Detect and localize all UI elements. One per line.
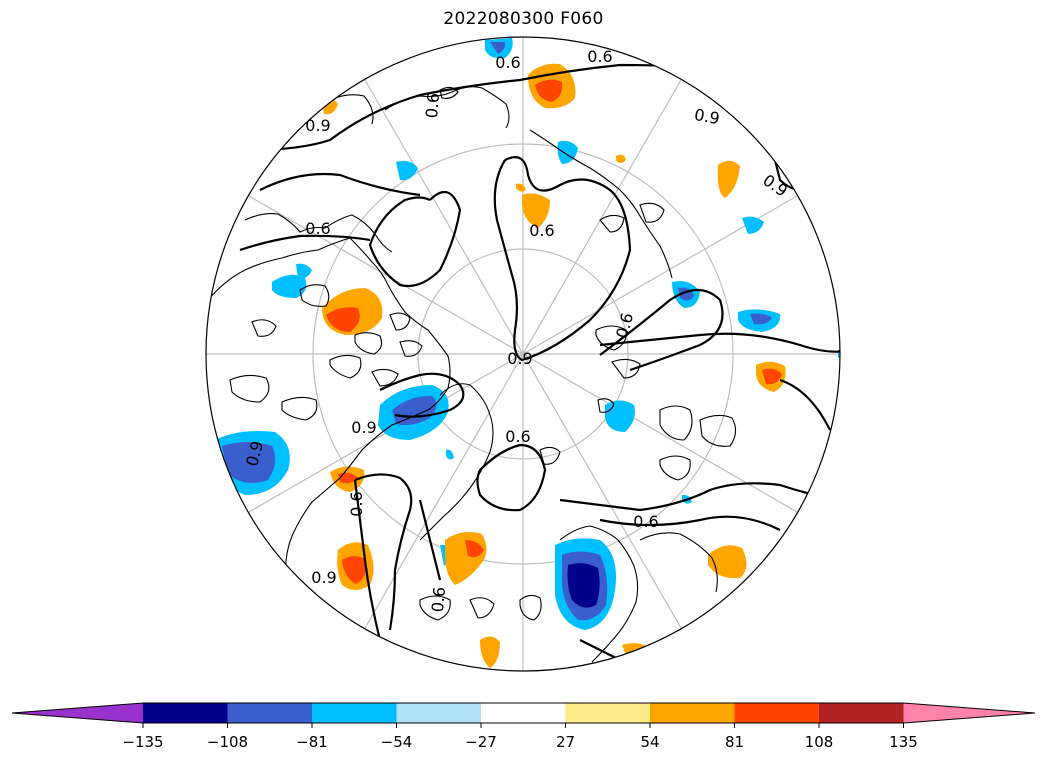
colorbar-tick-label: −27 [465,733,497,751]
map-boundary [205,36,841,672]
colorbar-segment [481,703,566,723]
map-title: 2022080300 F060 [443,9,604,29]
colorbar-segment [650,703,735,723]
colorbar-segment [312,703,397,723]
contour-label: 0.9 [305,116,330,135]
colorbar-over-arrow [903,703,1035,723]
contour-label: 0.9 [507,349,532,368]
colorbar-segment [396,703,482,723]
colorbar-tick-label: 81 [725,733,744,751]
contour-label: 0.9 [311,568,336,587]
map-disk: 0.9 0.6 0.6 0.9 0.6 0.6 0.9 0.9 0.6 0.6 … [206,37,840,671]
colorbar-under-arrow [12,703,143,723]
colorbar-tick-label: −135 [122,733,163,751]
colorbar-tick-label: −54 [381,733,413,751]
contour-label: 0.9 [693,105,721,128]
contour-label: 0.6 [505,427,530,446]
contour-label: 0.6 [428,586,449,613]
contour-label: 0.6 [633,512,658,531]
contour-label: 0.6 [587,47,612,66]
colorbar: −135 −108 −81 −54 −27 27 54 81 108 135 [11,702,1036,751]
contour-label: 0.6 [529,221,554,240]
contour-label: 0.6 [422,92,443,119]
colorbar-tick-label: 54 [640,733,659,751]
contour-labels: 0.9 0.6 0.6 0.9 0.6 0.6 0.9 0.9 0.6 0.6 … [242,47,791,613]
colorbar-segment [819,703,904,723]
colorbar-tick-label: −81 [296,733,328,751]
colorbar-tick-label: −108 [207,733,248,751]
contour-lines [239,59,840,661]
colorbar-segment [143,703,228,723]
colorbar-segment [565,703,651,723]
shaded-anomalies [215,38,840,668]
colorbar-tick-label: 135 [889,733,918,751]
colorbar-tick-label: 27 [556,733,575,751]
colorbar-tick-label: 108 [805,733,834,751]
colorbar-segment [734,703,820,723]
graticule [206,37,840,671]
contour-label: 0.6 [305,219,330,238]
contour-label: 0.6 [495,53,520,72]
contour-label: 0.6 [347,491,366,516]
contour-label: 0.9 [351,418,376,437]
colorbar-segment [227,703,313,723]
